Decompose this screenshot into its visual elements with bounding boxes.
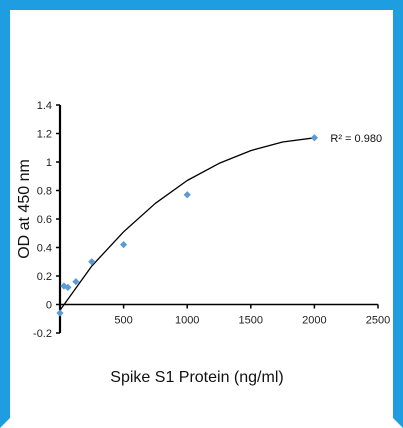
y-tick-label: 0.8 [37,186,52,198]
data-point [120,241,128,249]
x-tick-label: 500 [114,315,132,327]
r-squared-annotation: R² = 0.980 [330,133,382,145]
y-tick-label: 0.4 [37,243,52,255]
data-point [310,134,318,142]
trendline-group [59,137,315,311]
y-tick-label: -0.2 [33,328,52,340]
y-tick-label: 0 [46,300,52,312]
x-tick-label: 2500 [366,315,390,327]
y-tick-label: 1.2 [37,129,52,141]
data-point [183,191,191,199]
x-axis-title: Spike S1 Protein (ng/ml) [110,369,283,386]
x-tick-label: 2000 [302,315,326,327]
y-tick-label: 0.6 [37,214,52,226]
trendline [59,137,315,311]
y-tick-label: 1.4 [37,100,52,112]
y-axis-title: OD at 450 nm [16,159,33,259]
points-group [56,134,318,317]
chart-svg: -0.2 0 0.2 0.4 0.6 0.8 1 1.2 1.4 500 1000 1500 2000 2… [16,100,390,386]
data-point [64,283,72,291]
x-tick-label: 1000 [175,315,199,327]
y-tick-label: 0.2 [37,271,52,283]
data-point [88,258,96,266]
data-point [60,282,68,290]
data-point [72,278,80,286]
data-point [56,309,64,317]
axes-group: -0.2 0 0.2 0.4 0.6 0.8 1 1.2 1.4 500 1000 1500 2000 2… [33,100,390,340]
x-tick-label: 1500 [239,315,263,327]
y-tick-label: 1 [46,157,52,169]
